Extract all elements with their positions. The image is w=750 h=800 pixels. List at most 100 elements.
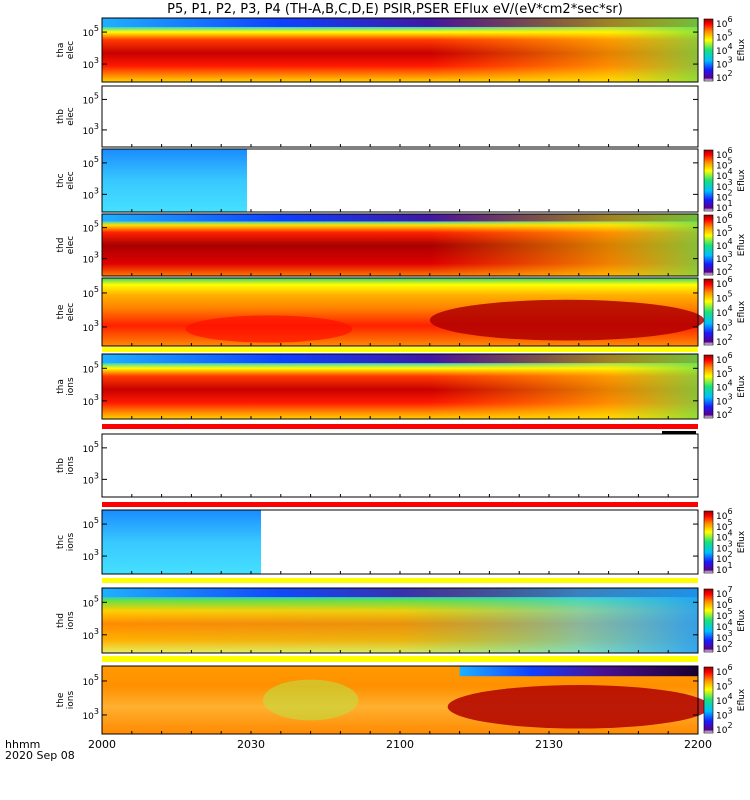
colorbar-tick-label: 103 [716, 178, 733, 193]
panel-label: thcelec [56, 171, 76, 190]
colorbar-tick-label: 103 [716, 629, 733, 644]
intensity-blob [262, 679, 359, 721]
y-tick-label: 105 [82, 91, 99, 106]
colorbar-tick-label: 105 [716, 518, 733, 533]
colorbar-tick-label: 105 [716, 157, 733, 172]
colorbar [703, 214, 714, 276]
x-tick-label: 2200 [684, 738, 712, 751]
flag-bar [102, 424, 698, 429]
intensity-blob [447, 685, 710, 729]
colorbar-tick-label: 104 [716, 692, 733, 707]
colorbar [703, 666, 714, 734]
panel-label: thdelec [56, 236, 76, 255]
colorbar-tick-label: 105 [716, 365, 733, 380]
fade-overlay [102, 588, 698, 653]
flag-bar [102, 656, 698, 662]
y-tick-label: 105 [82, 673, 99, 688]
colorbar-label: Eflux [737, 38, 747, 61]
fade-overlay [102, 214, 698, 276]
panel-label: thaelec [56, 41, 76, 60]
x-tick-label: 2000 [88, 738, 116, 751]
flag-bar [102, 347, 698, 352]
y-tick-label: 105 [82, 516, 99, 531]
colorbar-label: Eflux [737, 233, 747, 256]
panel-label: theelec [56, 303, 76, 322]
colorbar-tick-label: 105 [716, 224, 733, 239]
colorbar-tick-label: 103 [716, 539, 733, 554]
flag-bar [102, 578, 698, 583]
y-tick-label: 105 [82, 24, 99, 39]
colorbar-tick-label: 104 [716, 618, 733, 633]
colorbar [703, 588, 714, 653]
panel-thb-ions: 105 103 thbions [56, 433, 699, 498]
colorbar [703, 149, 714, 212]
intensity-blob [185, 315, 353, 343]
y-tick-label: 105 [82, 220, 99, 235]
colorbar-tick-label: 103 [716, 392, 733, 407]
colorbar-tick-label: 106 [716, 507, 733, 522]
y-tick-label: 105 [82, 440, 99, 455]
colorbar-label: Eflux [737, 688, 747, 711]
panel-frame [101, 85, 699, 148]
panel-label: theions [56, 690, 76, 709]
colorbar-label: Eflux [737, 530, 747, 553]
y-tick-label: 103 [82, 627, 99, 642]
colorbar-tick-label: 106 [716, 275, 733, 290]
y-tick-label: 105 [82, 594, 99, 609]
colorbar-tick-label: 105 [716, 290, 733, 305]
colorbar-label: Eflux [737, 375, 747, 398]
colorbar-tick-label: 102 [716, 263, 733, 278]
x-tick-label: 2030 [237, 738, 265, 751]
colorbar-tick-label: 106 [716, 211, 733, 226]
colorbar-tick-label: 106 [716, 351, 733, 366]
y-tick-label: 103 [82, 122, 99, 137]
y-tick-label: 105 [82, 285, 99, 300]
colorbar-tick-label: 106 [716, 146, 733, 161]
colorbar-tick-label: 102 [716, 406, 733, 421]
fade-overlay [102, 18, 698, 82]
colorbar-tick-label: 102 [716, 721, 733, 736]
y-tick-label: 103 [82, 186, 99, 201]
colorbar-tick-label: 102 [716, 69, 733, 84]
colorbar-tick-label: 103 [716, 250, 733, 265]
fade-overlay [102, 354, 698, 419]
y-tick-label: 103 [82, 471, 99, 486]
colorbar-tick-label: 104 [716, 529, 733, 544]
y-tick-label: 105 [82, 155, 99, 170]
panel-label: thaions [56, 377, 76, 396]
flag-bar [662, 431, 696, 434]
colorbar-tick-label: 103 [716, 56, 733, 71]
colorbar-tick-label: 104 [716, 42, 733, 57]
colorbar-tick-label: 104 [716, 379, 733, 394]
panel-label: thbions [56, 456, 76, 475]
y-tick-label: 103 [82, 56, 99, 71]
date-label: 2020 Sep 08 [5, 749, 75, 762]
x-axis-format-label: hhmm [5, 738, 40, 751]
y-tick-label: 105 [82, 360, 99, 375]
colorbar-tick-label: 106 [716, 15, 733, 30]
colorbar-tick-label: 102 [716, 333, 733, 348]
colorbar-tick-label: 104 [716, 167, 733, 182]
colorbar-tick-label: 105 [716, 678, 733, 693]
colorbar-tick-label: 102 [716, 640, 733, 655]
colorbar-tick-label: 105 [716, 29, 733, 44]
colorbar [703, 278, 714, 346]
colorbar-tick-label: 101 [716, 561, 733, 576]
noise-band [459, 666, 698, 677]
colorbar [703, 18, 714, 82]
colorbar [703, 354, 714, 419]
spectrogram-thc-ions [102, 510, 261, 574]
y-tick-label: 103 [82, 319, 99, 334]
colorbar-tick-label: 107 [716, 585, 733, 600]
x-tick-label: 2100 [386, 738, 414, 751]
panel-thb-elec: 105 103 thbelec [56, 85, 699, 148]
colorbar-tick-label: 106 [716, 596, 733, 611]
